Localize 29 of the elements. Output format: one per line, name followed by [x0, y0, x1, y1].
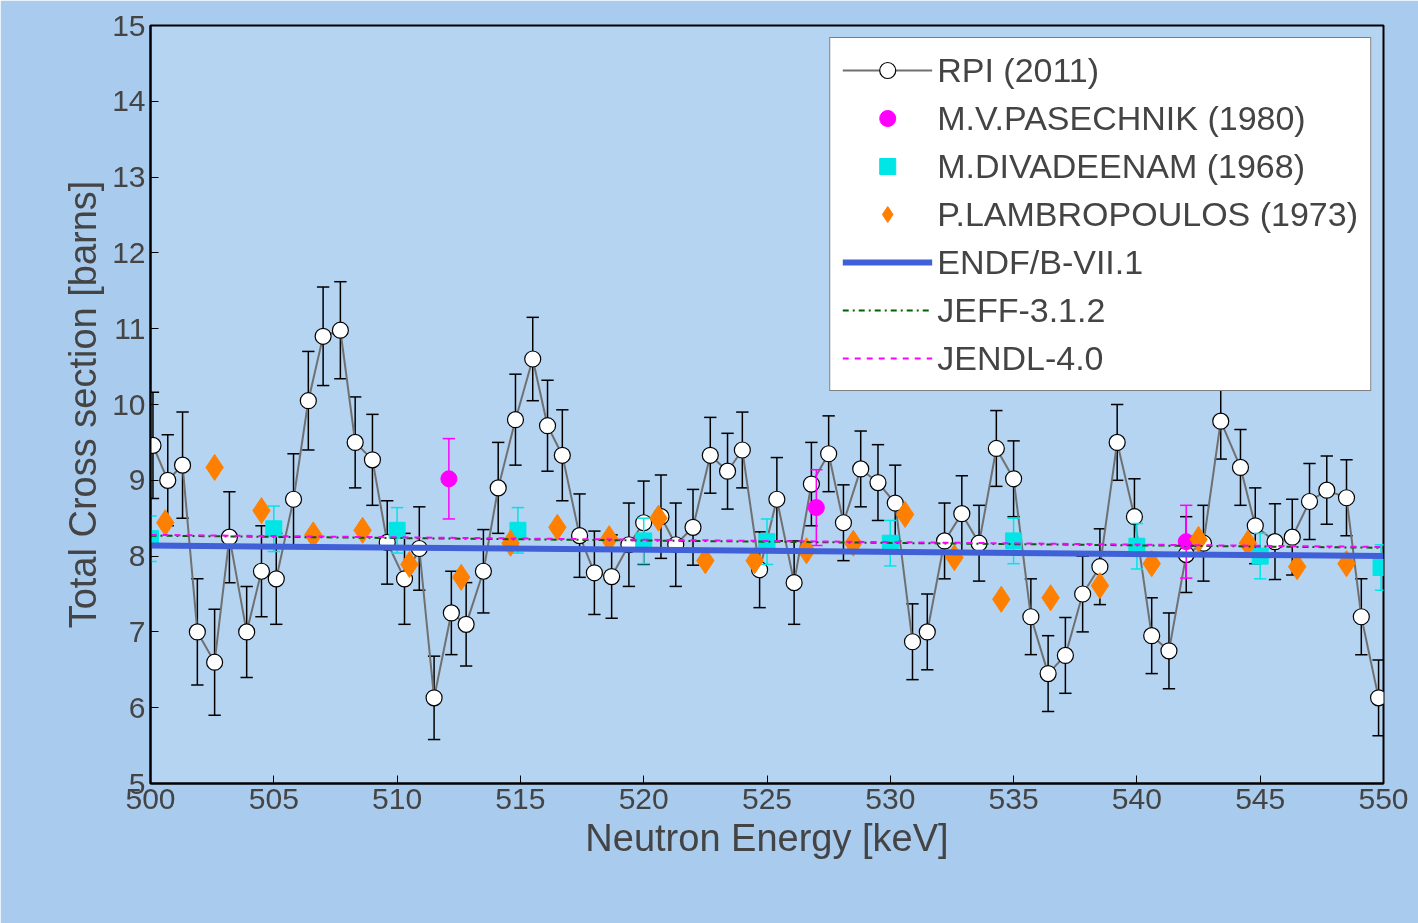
- y-tick-label: 12: [112, 235, 146, 269]
- y-tick-label: 10: [112, 387, 146, 421]
- legend-label: ENDF/B-VII.1: [937, 242, 1144, 282]
- legend-label: M.DIVADEENAM (1968): [937, 146, 1306, 186]
- y-tick-label: 8: [128, 539, 146, 573]
- legend-label: RPI (2011): [937, 50, 1100, 90]
- x-tick-label: 525: [741, 781, 793, 815]
- x-tick-label: 535: [988, 781, 1039, 815]
- y-tick-label: 14: [112, 84, 146, 118]
- x-tick-label: 550: [1358, 781, 1409, 815]
- x-tick-label: 540: [1111, 781, 1162, 815]
- x-tick-label: 530: [865, 781, 916, 815]
- legend-label: M.V.PASECHNIK (1980): [937, 98, 1306, 138]
- y-tick-label: 13: [112, 160, 146, 194]
- legend-label: P.LAMBROPOULOS (1973): [937, 194, 1358, 234]
- x-tick-label: 510: [372, 781, 423, 815]
- y-axis-title: Total Cross section [barns]: [62, 180, 105, 629]
- y-tick-label: 9: [128, 463, 146, 497]
- x-tick-label: 545: [1235, 781, 1286, 815]
- y-tick-label: 15: [112, 8, 146, 42]
- x-axis-title: Neutron Energy [keV]: [585, 816, 949, 859]
- y-tick-label: 11: [114, 311, 146, 345]
- y-tick-label: 6: [128, 690, 146, 724]
- legend-label: JENDL-4.0: [937, 338, 1104, 378]
- x-tick-label: 520: [618, 781, 669, 815]
- x-tick-label: 505: [248, 781, 299, 815]
- x-tick-label: 515: [495, 781, 546, 815]
- legend-label: JEFF-3.1.2: [937, 290, 1106, 330]
- y-tick-label: 7: [128, 614, 146, 648]
